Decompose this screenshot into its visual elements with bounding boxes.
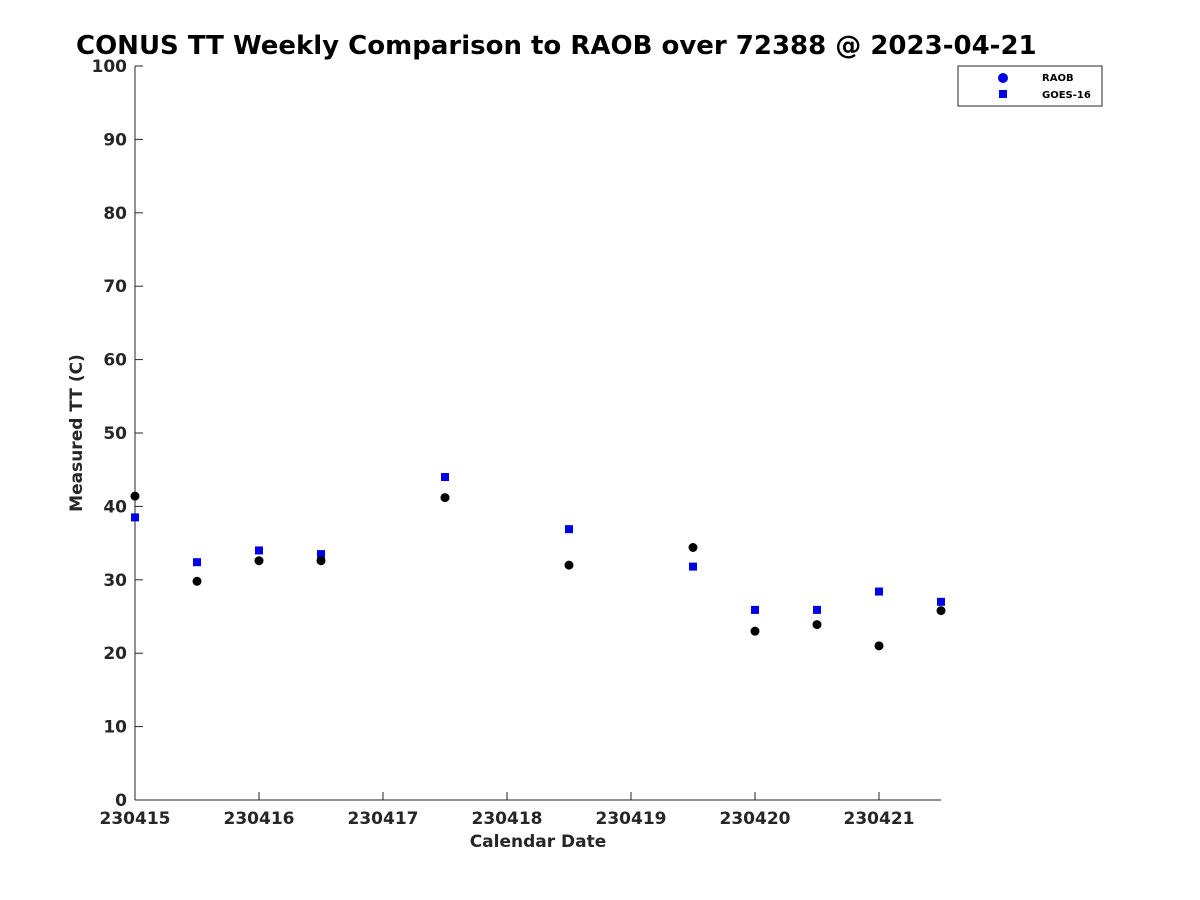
- raob-point: [750, 626, 760, 636]
- y-tick-label: 10: [103, 718, 127, 738]
- legend-raob-marker: [998, 73, 1008, 83]
- data-series: [130, 473, 946, 651]
- legend-raob-label: RAOB: [1042, 73, 1074, 84]
- axes: [134, 66, 941, 801]
- y-tick-label: 30: [103, 571, 127, 591]
- x-tick-label: 230415: [100, 809, 171, 829]
- y-ticks: 0 10 20 30 40 50 60 70 80 90 100: [92, 57, 143, 811]
- x-tick-label: 230417: [348, 809, 419, 829]
- x-tick-label: 230421: [844, 809, 915, 829]
- goes16-point: [317, 550, 325, 559]
- y-tick-label: 90: [103, 130, 127, 150]
- x-ticks: 230415 230416 230417 230418 230419 230420 2304…: [100, 792, 915, 829]
- raob-point: [130, 491, 140, 501]
- raob-point: [440, 493, 450, 503]
- raob-point: [192, 576, 202, 586]
- goes16-point: [193, 558, 201, 567]
- y-tick-label: 50: [103, 424, 127, 444]
- raob-point: [874, 641, 884, 651]
- series-goes-16: [131, 473, 945, 614]
- x-tick-label: 230416: [224, 809, 295, 829]
- raob-point: [936, 606, 946, 616]
- goes16-point: [875, 587, 883, 596]
- raob-point: [254, 556, 264, 566]
- legend-box: [957, 65, 1103, 107]
- y-tick-label: 100: [92, 57, 128, 77]
- series-raob: [130, 491, 946, 651]
- x-axis-label: Calendar Date: [470, 832, 607, 852]
- y-tick-label: 80: [103, 204, 127, 224]
- y-tick-label: 0: [115, 791, 127, 811]
- goes16-point: [131, 513, 139, 522]
- legend-goes16-label: GOES-16: [1042, 90, 1091, 101]
- raob-point: [316, 556, 326, 566]
- goes16-point: [565, 525, 573, 534]
- y-tick-label: 70: [103, 277, 127, 297]
- goes16-point: [689, 562, 697, 571]
- goes16-point: [441, 473, 449, 482]
- goes16-point: [937, 597, 945, 606]
- legend: RAOB GOES-16: [957, 65, 1103, 107]
- x-tick-label: 230419: [596, 809, 667, 829]
- y-tick-label: 20: [103, 644, 127, 664]
- raob-point: [564, 560, 574, 570]
- y-axis-label: Measured TT (C): [67, 354, 87, 512]
- raob-point: [688, 543, 698, 553]
- x-tick-label: 230420: [720, 809, 791, 829]
- goes16-point: [813, 605, 821, 614]
- legend-goes16-marker: [999, 90, 1007, 98]
- chart-title: CONUS TT Weekly Comparison to RAOB over …: [76, 31, 1037, 61]
- goes16-point: [751, 605, 759, 614]
- x-tick-label: 230418: [472, 809, 543, 829]
- raob-point: [812, 620, 822, 630]
- goes16-point: [255, 546, 263, 555]
- y-tick-label: 60: [103, 351, 127, 371]
- y-tick-label: 40: [103, 497, 127, 517]
